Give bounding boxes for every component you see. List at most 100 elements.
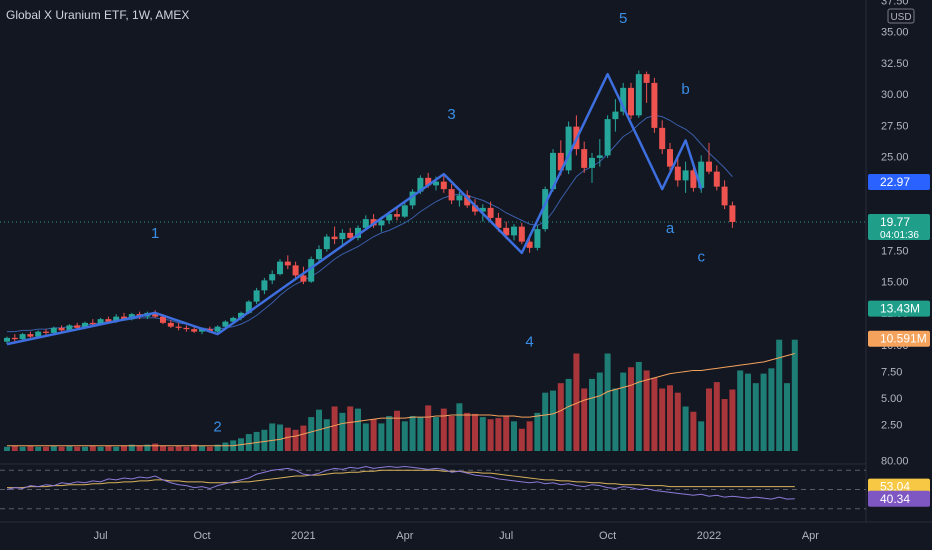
- candle-body: [581, 149, 588, 168]
- candle-body: [378, 220, 385, 226]
- candle-body: [526, 241, 533, 248]
- candle: [651, 77, 658, 133]
- candle-body: [152, 312, 159, 317]
- candle: [729, 201, 736, 228]
- volume-bar: [19, 446, 26, 451]
- candle-body: [698, 161, 705, 188]
- wave-label: 2: [213, 419, 221, 436]
- volume-bar: [674, 392, 681, 451]
- candle: [550, 149, 556, 192]
- candle-body: [417, 177, 424, 192]
- rsi-badge-value: 40.34: [868, 490, 930, 507]
- volume-bar: [144, 444, 151, 451]
- volume-bar: [284, 427, 291, 451]
- candle-body: [495, 217, 502, 228]
- volume-bar: [339, 412, 346, 451]
- candle: [635, 70, 642, 118]
- price-badge-last-box: [868, 214, 930, 240]
- volume-bar: [495, 418, 502, 451]
- candle-body: [113, 316, 120, 322]
- candle-body: [27, 334, 34, 337]
- rsi-line: [6, 465, 795, 500]
- candle-body: [339, 232, 346, 240]
- volume-bar: [300, 425, 307, 451]
- candle: [581, 141, 588, 173]
- candle-body: [706, 161, 712, 172]
- price-badge-ma-value: 22.97: [880, 175, 910, 189]
- candle: [11, 334, 18, 342]
- volume-bar: [784, 383, 790, 451]
- price-badge-ma-box: [868, 174, 930, 190]
- candle-body: [245, 301, 252, 313]
- volume-bar: [199, 445, 205, 451]
- volume-bar: [565, 378, 572, 451]
- volume-bar: [713, 382, 720, 451]
- candle-body: [199, 329, 205, 332]
- volume-bar: [105, 445, 112, 451]
- candle-body: [160, 316, 166, 323]
- wave-label: a: [666, 220, 675, 237]
- candle: [50, 326, 57, 335]
- candle: [612, 99, 619, 132]
- volume-bar: [152, 443, 159, 451]
- candle: [222, 320, 229, 328]
- rsi-badge-value-box: [868, 490, 930, 507]
- price-tick-label: 32.50: [881, 58, 909, 70]
- volume-bar: [401, 421, 408, 451]
- candle-body: [503, 227, 510, 236]
- volume-bar: [245, 434, 252, 451]
- candle: [706, 142, 712, 175]
- candle-body: [479, 207, 486, 212]
- volume-badge-last: 13.43M: [868, 300, 930, 317]
- volume-bar: [472, 413, 478, 451]
- volume-bar: [50, 445, 57, 451]
- candle-body: [651, 82, 658, 128]
- wave-label: 4: [525, 334, 533, 351]
- candle: [487, 201, 494, 221]
- candle-body: [50, 327, 57, 333]
- rsi-badge-ma-value: 53.04: [880, 480, 910, 494]
- candle-body: [121, 316, 127, 320]
- volume-bar: [573, 353, 580, 451]
- volume-bar: [745, 373, 751, 451]
- volume-bar: [635, 361, 642, 451]
- volume-bar: [729, 389, 736, 451]
- candle-body: [308, 259, 315, 282]
- currency-badge-box: [887, 8, 915, 24]
- candle: [339, 229, 346, 247]
- volume-bar: [440, 408, 447, 451]
- volume-bar: [89, 445, 96, 451]
- candle-body: [542, 189, 549, 230]
- volume-bar: [175, 445, 182, 451]
- candle: [27, 331, 34, 338]
- volume-bar: [378, 423, 385, 451]
- volume-badge-last-box: [868, 300, 930, 317]
- volume-bar: [534, 412, 541, 451]
- volume-bar: [128, 444, 135, 451]
- volume-bar: [269, 423, 276, 451]
- candle-body: [550, 152, 556, 190]
- candle-body: [628, 87, 634, 116]
- candle-body: [292, 265, 299, 276]
- wave-label: b: [681, 81, 689, 98]
- candle: [401, 202, 408, 218]
- candle: [89, 319, 96, 326]
- candle: [518, 222, 525, 245]
- volume-bar: [331, 406, 338, 451]
- volume-bar: [760, 373, 767, 451]
- candle-body: [269, 274, 276, 281]
- candle: [713, 165, 720, 191]
- candle-body: [105, 319, 112, 322]
- candle: [331, 226, 338, 245]
- candle: [448, 184, 455, 205]
- candle-body: [284, 261, 291, 266]
- volume-bar: [589, 378, 595, 451]
- candle-body: [589, 157, 595, 168]
- volume-bar: [121, 445, 127, 451]
- candle-body: [89, 322, 96, 325]
- candle-body: [440, 181, 447, 190]
- volume-bar: [323, 419, 330, 451]
- candle-body: [721, 186, 728, 206]
- price-tick-label: 15.00: [881, 277, 909, 289]
